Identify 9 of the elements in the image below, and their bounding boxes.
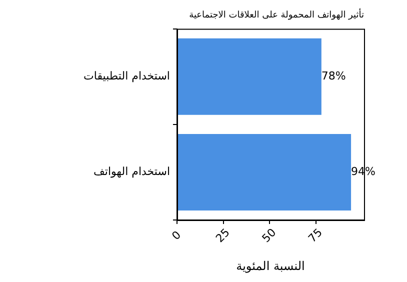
x-tick-label: 50 — [260, 226, 279, 246]
chart-title: تأثير الهواتف المحمولة على العلاقات الاجتماعية — [189, 8, 364, 21]
x-axis-title: النسبة المئوية — [236, 258, 305, 273]
data-label: 78% — [321, 69, 346, 82]
y-tick-label: استخدام التطبيقات — [84, 69, 170, 82]
y-tick-label: استخدام الهواتف — [94, 165, 170, 178]
x-tick-label: 75 — [306, 226, 325, 246]
x-tick-label: 25 — [213, 226, 232, 246]
x-tick-label: 0 — [169, 228, 184, 243]
